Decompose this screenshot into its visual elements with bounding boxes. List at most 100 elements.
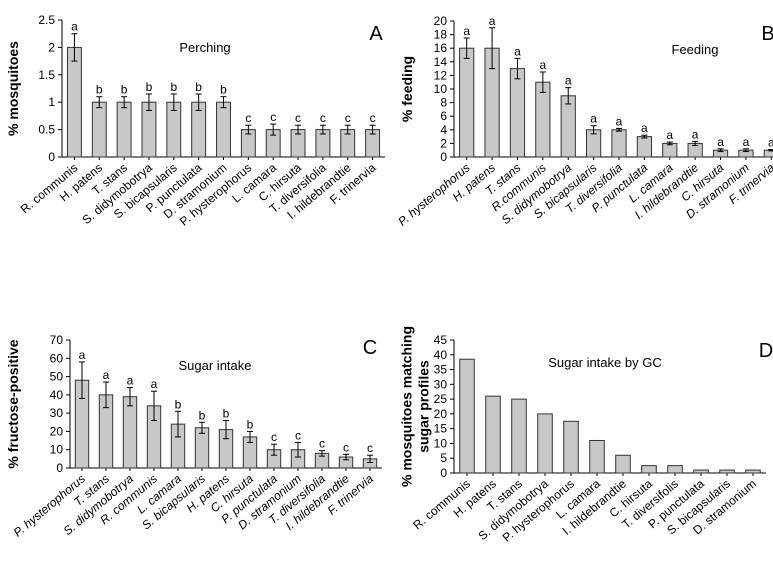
significance-letter: b	[223, 406, 230, 420]
bar	[194, 427, 210, 469]
y-tick-label: 35	[434, 363, 448, 377]
y-tick-label: 30	[434, 377, 448, 391]
bar	[662, 142, 678, 158]
bar	[459, 47, 475, 158]
bar	[667, 465, 683, 474]
significance-letter: a	[540, 58, 547, 72]
bar	[511, 398, 527, 474]
y-tick-label: 16	[434, 41, 448, 55]
chart-title: Sugar intake	[179, 358, 252, 373]
significance-letter: c	[367, 441, 373, 455]
y-tick-label: 1	[48, 95, 55, 109]
y-tick-label: 8	[440, 96, 447, 110]
y-tick-label: 0	[440, 150, 447, 164]
bar	[560, 95, 576, 158]
significance-letter: b	[195, 80, 202, 94]
bar	[91, 101, 107, 158]
y-axis-label: % mosquitoes matching	[399, 326, 415, 487]
significance-letter: a	[717, 135, 724, 149]
y-axis-label: % fructose-positive	[5, 339, 21, 468]
significance-letter: c	[370, 111, 376, 125]
significance-letter: c	[271, 430, 277, 444]
significance-letter: a	[79, 348, 86, 362]
y-tick-label: 2	[440, 136, 447, 150]
bar	[116, 101, 132, 158]
significance-letter: a	[514, 44, 521, 58]
bar	[693, 469, 709, 474]
bar	[615, 454, 631, 474]
significance-letter: c	[345, 111, 351, 125]
bar	[636, 136, 652, 158]
y-tick-label: 30	[50, 406, 64, 420]
significance-letter: b	[96, 83, 103, 97]
significance-letter: b	[170, 80, 177, 94]
y-tick-label: 40	[50, 388, 64, 402]
y-tick-label: 50	[50, 370, 64, 384]
panel-label: C	[363, 337, 377, 359]
y-tick-label: 20	[434, 14, 448, 28]
significance-letter: b	[146, 80, 153, 94]
significance-letter: c	[245, 111, 251, 125]
y-tick-label: 10	[434, 82, 448, 96]
significance-letter: c	[270, 110, 276, 124]
chart-title: Perching	[179, 40, 230, 55]
significance-letter: a	[71, 20, 78, 34]
significance-letter: c	[343, 440, 349, 454]
y-tick-label: 12	[434, 68, 448, 82]
bar	[719, 469, 735, 474]
significance-letter: a	[743, 135, 750, 149]
panel-label: A	[369, 23, 383, 45]
y-tick-label: 0	[48, 150, 55, 164]
bar	[589, 439, 605, 474]
significance-letter: b	[247, 417, 254, 431]
significance-letter: a	[489, 14, 496, 28]
bar	[122, 396, 138, 469]
y-tick-label: 10	[50, 443, 64, 457]
y-tick-label: 10	[434, 436, 448, 450]
significance-letter: a	[151, 377, 158, 391]
significance-letter: a	[463, 24, 470, 38]
y-tick-label: 1.5	[38, 68, 55, 82]
significance-letter: c	[320, 111, 326, 125]
significance-letter: a	[590, 112, 597, 126]
bar	[509, 68, 526, 158]
y-tick-label: 4	[440, 123, 447, 137]
bar	[535, 81, 551, 158]
y-tick-label: 0	[56, 461, 63, 475]
significance-letter: c	[295, 428, 301, 442]
y-tick-label: 60	[50, 351, 64, 365]
bar	[641, 465, 657, 474]
bar	[611, 129, 627, 158]
significance-letter: b	[199, 408, 206, 422]
significance-letter: c	[319, 437, 325, 451]
y-tick-label: 0	[440, 466, 447, 480]
y-tick-label: 45	[434, 333, 448, 347]
chart-title: Sugar intake by GC	[548, 355, 661, 370]
chart-title: Feeding	[672, 42, 719, 57]
bar	[485, 395, 501, 474]
y-tick-label: 6	[440, 109, 447, 123]
significance-letter: c	[295, 111, 301, 125]
y-tick-label: 40	[434, 348, 448, 362]
significance-letter: a	[616, 114, 623, 128]
bar	[537, 413, 553, 474]
y-tick-label: 5	[440, 451, 447, 465]
y-tick-label: 15	[434, 422, 448, 436]
significance-letter: b	[121, 83, 128, 97]
significance-letter: a	[641, 121, 648, 135]
significance-letter: b	[220, 83, 227, 97]
y-tick-label: 20	[434, 407, 448, 421]
panel-label: D	[759, 340, 773, 362]
y-tick-label: 70	[50, 333, 64, 347]
y-tick-label: 25	[434, 392, 448, 406]
y-tick-label: 2	[48, 40, 55, 54]
significance-letter: a	[768, 136, 773, 150]
bar	[459, 358, 475, 474]
y-tick-label: 2.5	[38, 13, 55, 27]
y-tick-label: 18	[434, 28, 448, 42]
y-tick-label: 20	[50, 424, 64, 438]
significance-letter: a	[666, 128, 673, 142]
significance-letter: b	[175, 397, 182, 411]
y-tick-label: 0.5	[38, 123, 55, 137]
